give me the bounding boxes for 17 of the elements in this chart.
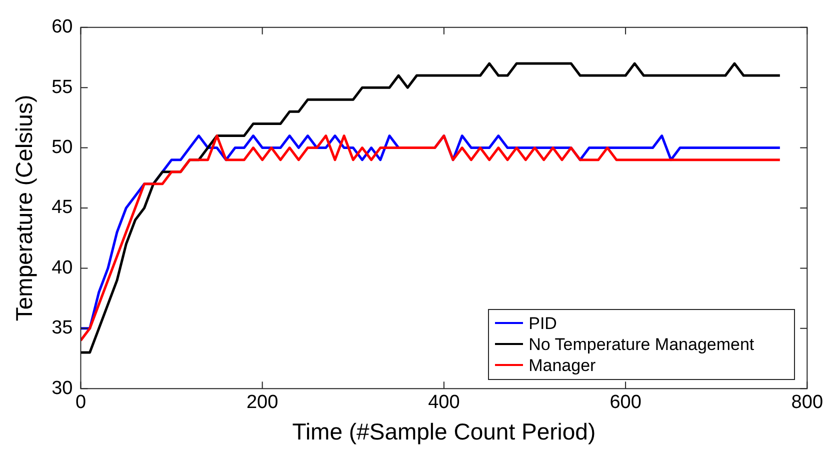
x-tick-label: 600 bbox=[610, 392, 642, 414]
y-tick-label: 40 bbox=[52, 257, 73, 278]
y-tick-label: 45 bbox=[52, 197, 73, 218]
legend-label: Manager bbox=[528, 354, 596, 376]
x-tick-label: 800 bbox=[791, 392, 823, 414]
y-tick-label: 35 bbox=[52, 318, 73, 339]
x-tick-label: 0 bbox=[75, 392, 86, 414]
y-tick-label: 55 bbox=[52, 76, 73, 98]
legend-label: PID bbox=[528, 312, 557, 334]
x-tick-label: 200 bbox=[246, 392, 278, 414]
y-tick-label: 60 bbox=[52, 16, 73, 38]
legend-label: No Temperature Management bbox=[528, 334, 754, 355]
x-tick-label: 400 bbox=[428, 392, 460, 414]
y-tick-label: 50 bbox=[52, 137, 73, 158]
y-axis-title: Temperature (Celsius) bbox=[11, 94, 38, 322]
x-axis-title: Time (#Sample Count Period) bbox=[292, 418, 596, 445]
y-tick-label: 30 bbox=[52, 378, 73, 399]
